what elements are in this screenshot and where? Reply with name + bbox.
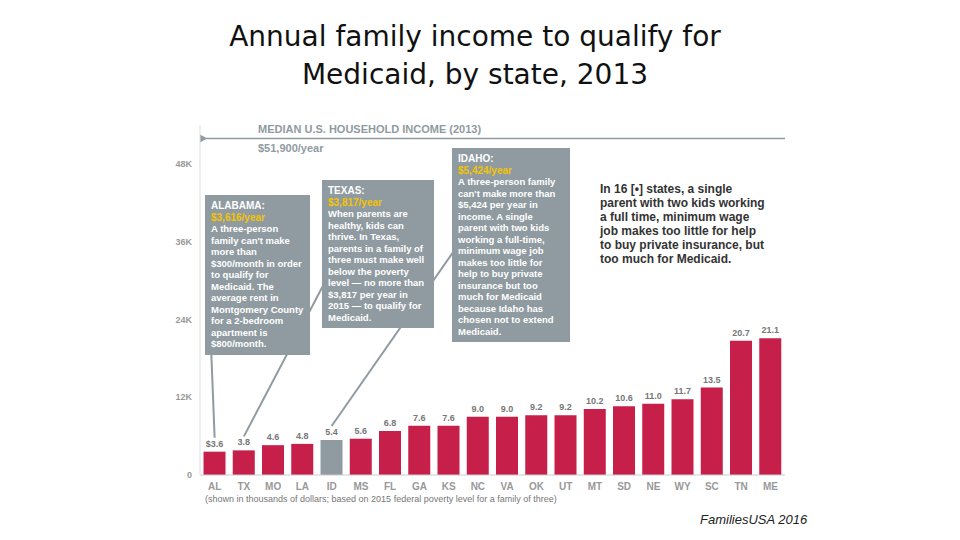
svg-text:10.6: 10.6 — [615, 393, 633, 403]
svg-text:AL: AL — [208, 481, 221, 492]
svg-text:24K: 24K — [175, 315, 192, 325]
html-text:IDAHO:: IDAHO: — [458, 153, 494, 164]
svg-text:$51,900/year: $51,900/year — [258, 142, 324, 154]
html-text:FamiliesUSA 2016: FamiliesUSA 2016 — [700, 512, 808, 527]
svg-text:48K: 48K — [175, 159, 192, 169]
svg-text:ID: ID — [327, 481, 337, 492]
svg-text:9.2: 9.2 — [559, 402, 572, 412]
html-text:When parents are healthy, kids: When parents are healthy, kids can thriv… — [328, 208, 425, 323]
svg-text:ME: ME — [763, 481, 778, 492]
html-text:In 16 [•] states, a single par: In 16 [•] states, a single parent with t… — [600, 182, 765, 266]
svg-text:MT: MT — [588, 481, 602, 492]
html-text:Annual family income to qualif: Annual family income to qualify for Medi… — [229, 20, 721, 91]
svg-text:KS: KS — [442, 481, 456, 492]
html-text:$5,424/year: $5,424/year — [458, 164, 512, 176]
svg-text:11.0: 11.0 — [645, 391, 662, 401]
svg-text:6.8: 6.8 — [384, 418, 397, 428]
svg-text:SC: SC — [705, 481, 719, 492]
svg-text:TN: TN — [734, 481, 747, 492]
svg-text:NC: NC — [471, 481, 485, 492]
svg-text:5.6: 5.6 — [355, 426, 368, 436]
svg-text:9.0: 9.0 — [472, 404, 485, 414]
svg-text:TX: TX — [237, 481, 250, 492]
svg-text:9.0: 9.0 — [501, 404, 514, 414]
svg-text:MS: MS — [353, 481, 368, 492]
svg-text:7.6: 7.6 — [413, 413, 426, 423]
svg-text:LA: LA — [296, 481, 309, 492]
svg-text:4.8: 4.8 — [296, 431, 309, 441]
svg-text:5.4: 5.4 — [325, 427, 338, 437]
html-text:A three-person family can't ma: A three-person family can't make more th… — [458, 176, 556, 337]
html-text:TEXAS:: TEXAS: — [328, 185, 365, 196]
svg-text:3.8: 3.8 — [238, 437, 251, 447]
html-text:ALABAMA:: ALABAMA: — [211, 200, 265, 211]
svg-text:SD: SD — [617, 481, 631, 492]
svg-text:4.6: 4.6 — [267, 432, 280, 442]
html-text:$3,817/year: $3,817/year — [328, 196, 382, 208]
html-text:(shown in thousands of dollars: (shown in thousands of dollars; based on… — [205, 494, 557, 504]
svg-text:10.2: 10.2 — [586, 396, 604, 406]
svg-text:UT: UT — [559, 481, 572, 492]
svg-text:MEDIAN U.S. HOUSEHOLD INCOME (: MEDIAN U.S. HOUSEHOLD INCOME (2013) — [258, 123, 481, 135]
svg-text:21.1: 21.1 — [761, 325, 779, 335]
svg-text:MO: MO — [265, 481, 281, 492]
svg-text:20.7: 20.7 — [732, 328, 750, 338]
svg-text:FL: FL — [384, 481, 396, 492]
html-text:$3,616/year: $3,616/year — [211, 211, 265, 223]
svg-text:7.6: 7.6 — [442, 413, 455, 423]
svg-text:VA: VA — [501, 481, 514, 492]
svg-text:GA: GA — [412, 481, 427, 492]
svg-text:9.2: 9.2 — [530, 402, 543, 412]
svg-text:12K: 12K — [175, 392, 192, 402]
svg-text:11.7: 11.7 — [674, 386, 691, 396]
html-text:A three-person family can't ma: A three-person family can't make more th… — [211, 223, 304, 349]
svg-text:13.5: 13.5 — [703, 375, 721, 385]
svg-text:36K: 36K — [175, 237, 192, 247]
svg-text:NE: NE — [646, 481, 660, 492]
svg-text:0: 0 — [187, 470, 192, 480]
svg-text:OK: OK — [529, 481, 545, 492]
svg-text:$3.6: $3.6 — [206, 439, 224, 449]
svg-text:WY: WY — [675, 481, 691, 492]
